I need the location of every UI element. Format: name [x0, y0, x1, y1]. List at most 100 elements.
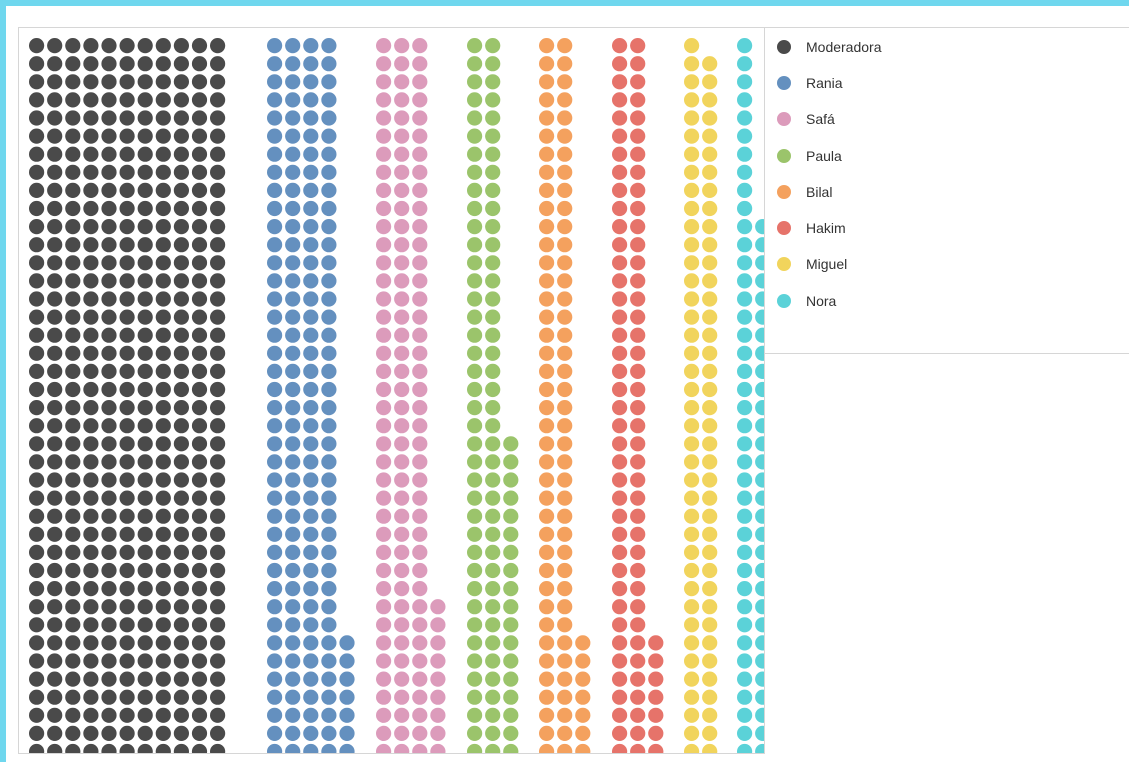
waffle-dot [137, 219, 153, 235]
waffle-dot [630, 725, 646, 742]
waffle-dot [684, 581, 700, 597]
waffle-dot [702, 581, 718, 597]
waffle-dot [155, 508, 171, 524]
waffle-dot [430, 599, 446, 615]
waffle-dot [101, 381, 117, 398]
legend-item-5[interactable]: Hakim [777, 218, 846, 238]
waffle-dot [155, 400, 171, 416]
waffle-dot [155, 291, 171, 307]
waffle-dot [412, 381, 428, 398]
waffle-dot [173, 363, 189, 379]
waffle-dot [755, 490, 764, 506]
legend-item-6[interactable]: Miguel [777, 254, 847, 274]
waffle-dot [467, 363, 483, 379]
waffle-dot [137, 128, 153, 144]
waffle-dot [321, 291, 337, 307]
waffle-dot [755, 291, 764, 307]
waffle-dot [612, 454, 628, 470]
waffle-dot [137, 182, 153, 198]
waffle-dot [83, 110, 99, 126]
waffle-dot [29, 345, 45, 361]
waffle-dot [467, 273, 483, 289]
waffle-dot [412, 671, 428, 687]
waffle-dot [285, 92, 301, 108]
waffle-dot [755, 725, 764, 741]
waffle-dot [557, 454, 573, 470]
waffle-dot [267, 164, 283, 180]
waffle-dot [485, 725, 501, 742]
waffle-dot [394, 273, 410, 289]
waffle-dot [557, 38, 573, 54]
waffle-dot [285, 200, 301, 217]
waffle-dot [648, 653, 664, 669]
waffle-dot [210, 490, 226, 506]
waffle-dot [47, 128, 63, 144]
waffle-dot [29, 689, 45, 705]
waffle-dot [376, 725, 392, 742]
waffle-dot [83, 635, 99, 651]
waffle-dot [412, 345, 428, 361]
waffle-dot [155, 472, 171, 488]
waffle-dot [467, 309, 483, 325]
waffle-dot [47, 581, 63, 597]
waffle-group-5 [612, 38, 664, 753]
legend-item-7[interactable]: Nora [777, 291, 836, 311]
waffle-dot [101, 743, 117, 753]
waffle-dot [47, 237, 63, 253]
waffle-dot [137, 273, 153, 289]
legend-item-0[interactable]: Moderadora [777, 37, 882, 57]
legend-item-3[interactable]: Paula [777, 146, 842, 166]
waffle-dot [285, 454, 301, 470]
waffle-dot [267, 400, 283, 416]
legend-item-2[interactable]: Safá [777, 109, 835, 129]
waffle-dot [155, 725, 171, 742]
waffle-dot [137, 237, 153, 253]
waffle-dot [210, 146, 226, 162]
waffle-dot [394, 381, 410, 398]
waffle-dot [394, 581, 410, 597]
waffle-dot [321, 725, 337, 742]
waffle-dot [173, 38, 189, 54]
waffle-dot [267, 526, 283, 542]
waffle-dot [65, 436, 81, 452]
waffle-dot [467, 381, 483, 398]
waffle-dot [321, 653, 337, 669]
waffle-dot [101, 635, 117, 651]
waffle-dot [285, 74, 301, 90]
waffle-dot [412, 200, 428, 217]
legend-item-4[interactable]: Bilal [777, 182, 832, 202]
waffle-dot [191, 743, 208, 753]
waffle-dot [467, 599, 483, 615]
waffle-dot [467, 725, 483, 742]
waffle-dot [467, 436, 483, 452]
waffle-dot [137, 635, 153, 651]
waffle-dot [539, 562, 555, 579]
waffle-dot [65, 599, 81, 615]
legend-label: Bilal [806, 184, 833, 200]
waffle-dot [412, 743, 428, 753]
waffle-dot [630, 92, 646, 108]
waffle-dot [210, 418, 226, 434]
waffle-dot [630, 562, 646, 579]
waffle-dot [737, 743, 753, 753]
legend-item-1[interactable]: Rania [777, 73, 843, 93]
waffle-dot [557, 237, 573, 253]
waffle-dot [191, 110, 208, 126]
waffle-dot [485, 182, 501, 198]
waffle-dot [684, 327, 700, 343]
waffle-dot [47, 418, 63, 434]
waffle-dot [303, 56, 319, 72]
waffle-dot [737, 92, 753, 108]
waffle-dot [210, 291, 226, 307]
waffle-dot [303, 291, 319, 307]
waffle-dot [191, 128, 208, 144]
waffle-dot [173, 92, 189, 108]
waffle-dot [612, 309, 628, 325]
waffle-group-2 [376, 38, 446, 753]
waffle-dot [702, 291, 718, 307]
waffle-dot [467, 345, 483, 361]
waffle-dot [737, 309, 753, 325]
waffle-dot [755, 418, 764, 434]
waffle-dot [173, 707, 189, 723]
waffle-dot [285, 363, 301, 379]
